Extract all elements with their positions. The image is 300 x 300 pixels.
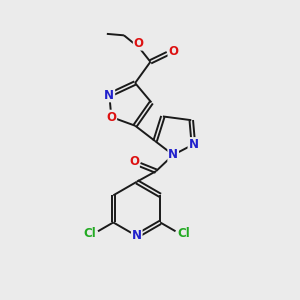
Text: O: O (168, 45, 178, 58)
Text: N: N (104, 88, 114, 101)
Text: Cl: Cl (83, 227, 96, 240)
Text: O: O (106, 110, 116, 124)
Text: Cl: Cl (177, 227, 190, 240)
Text: N: N (132, 230, 142, 242)
Text: O: O (134, 37, 144, 50)
Text: N: N (168, 148, 178, 161)
Text: N: N (188, 138, 198, 151)
Text: O: O (129, 155, 139, 168)
